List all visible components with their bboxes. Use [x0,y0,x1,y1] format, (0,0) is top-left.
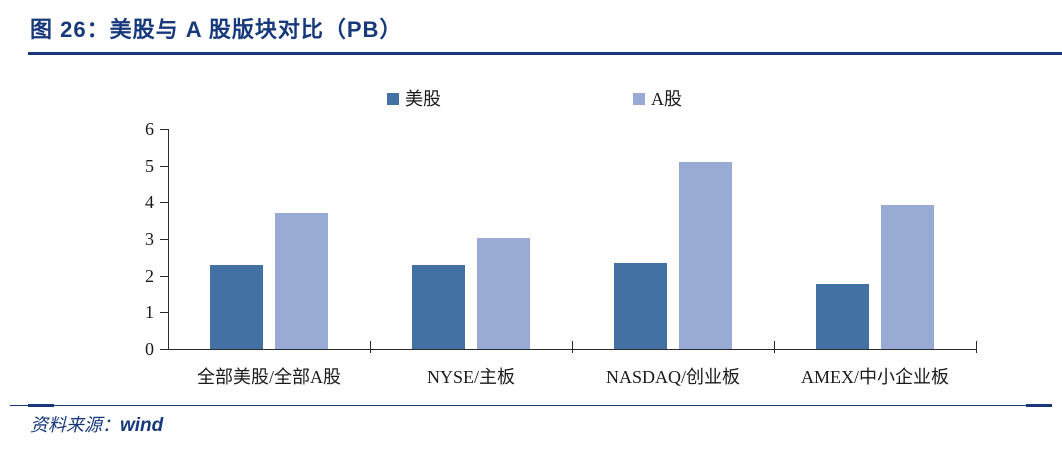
legend-swatch-ashare [633,93,645,105]
data-source-value: wind [120,415,164,436]
y-axis-tick-label: 3 [145,229,154,249]
bar-us-2 [614,263,667,349]
y-axis-tick-label: 0 [145,339,154,359]
bar-ashare-3 [881,205,934,349]
bar-us-3 [816,284,869,349]
x-axis-label: 全部美股/全部A股 [197,367,341,387]
x-axis-tick [774,341,775,353]
bar-ashare-2 [679,162,732,349]
y-axis-tick [160,202,168,204]
y-axis-tick [160,349,168,350]
footer-rule-right-cap [1026,404,1052,407]
figure-title: 图 26：美股与 A 股版块对比（PB） [30,17,403,42]
y-axis-tick-label: 5 [145,155,154,176]
x-axis-label: NYSE/主板 [426,367,515,387]
y-axis-tick [160,275,168,277]
footer-rule [10,405,1052,406]
legend-label-ashare: A股 [651,89,682,109]
x-axis-label: NASDAQ/创业板 [605,367,740,387]
y-axis-tick [160,239,168,240]
y-axis-tick-label: 2 [145,265,154,286]
footer-rule-left-cap [28,404,54,407]
legend-item-ashare: A股 [633,90,682,108]
x-axis-label: AMEX/中小企业板 [801,367,949,387]
legend-item-us: 美股 [387,90,441,108]
y-axis-tick-label: 4 [145,192,154,213]
y-axis-tick-label: 6 [145,119,154,139]
title-underline [28,52,1062,55]
bar-ashare-0 [275,212,328,349]
legend-label-us: 美股 [405,89,441,109]
y-axis-tick [160,165,168,167]
data-source: 资料来源：wind [30,411,163,437]
y-axis-tick [160,312,168,314]
y-axis-tick [160,129,168,130]
legend-swatch-us [387,93,399,105]
data-source-label: 资料来源： [30,415,120,435]
bar-ashare-1 [477,237,530,349]
bar-us-0 [210,265,263,349]
y-axis-tick-label: 1 [145,302,154,323]
x-axis-tick [370,341,371,353]
x-axis-tick [572,341,573,353]
bar-us-1 [412,265,465,349]
x-axis-tick [976,341,977,353]
y-axis-line [168,129,169,349]
